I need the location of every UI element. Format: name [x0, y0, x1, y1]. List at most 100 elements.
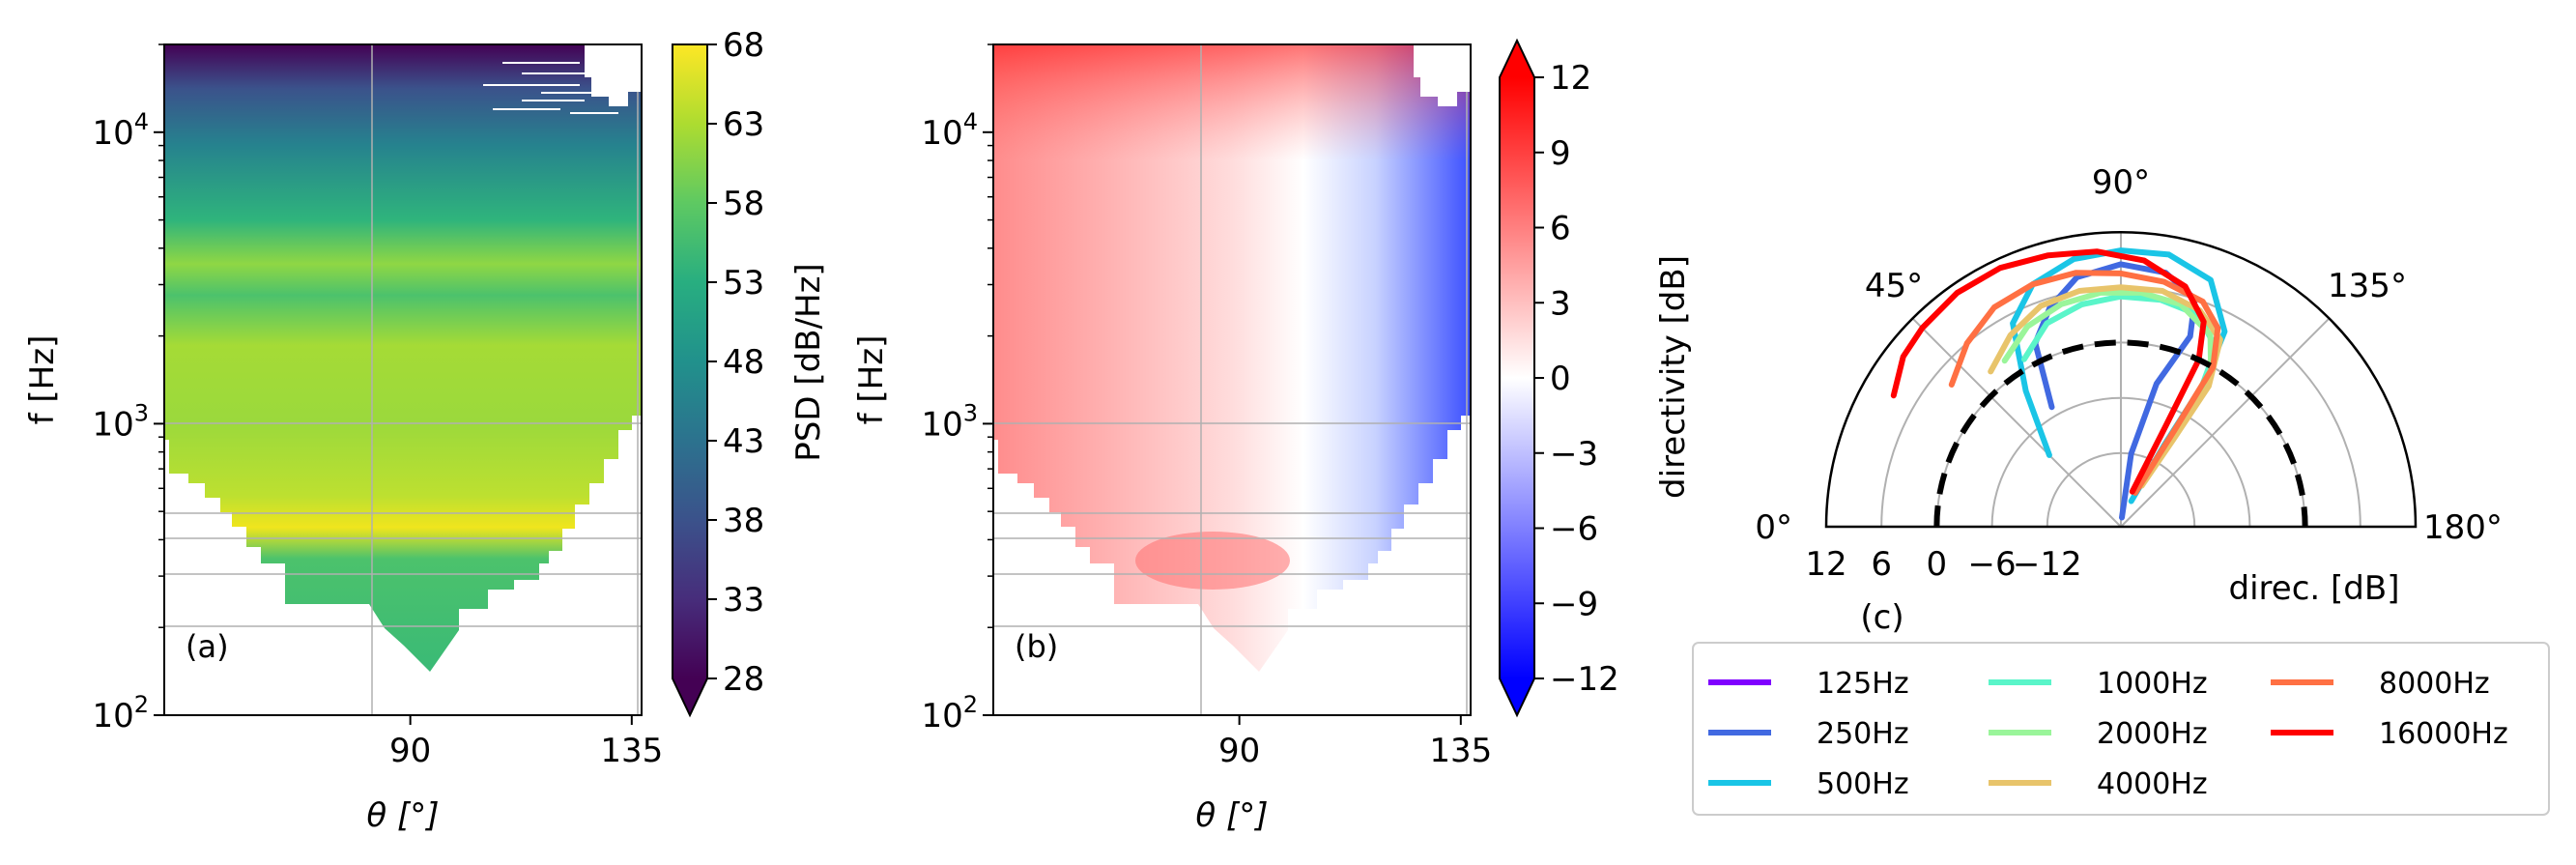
colorbar-tick-label: 63: [723, 105, 764, 144]
colorbar-tick-label: 68: [723, 26, 764, 65]
colorbar-tick-label: 48: [723, 343, 764, 382]
colorbar-tick-label: 6: [1550, 210, 1571, 248]
polar-theta-label: 0°: [1755, 508, 1792, 547]
y-tick-base: 10: [921, 405, 962, 444]
y-tick-base: 10: [92, 697, 133, 735]
y-tick-exp: 2: [134, 691, 149, 718]
panel-a-ylabel: f [Hz]: [23, 335, 62, 425]
colorbar-a-label: PSD [dB/Hz]: [789, 263, 828, 461]
panel-c: 0° 45° 90° 135° 180° 12 6 0 −6−12 direc. [dB] (c…: [1755, 163, 2503, 637]
legend-label: 125Hz: [1817, 667, 1909, 701]
y-tick-base: 10: [921, 697, 962, 735]
legend: 125Hz 250Hz 500Hz 1000Hz 2000Hz 4000Hz 8000Hz 1…: [1692, 642, 2550, 816]
panel-a-white-streaks: [483, 62, 618, 114]
legend-label: 500Hz: [1817, 767, 1909, 801]
colorbar-a: 28 33 38 43 48 53 58 63 68 PSD [dB/Hz]: [672, 26, 828, 718]
panel-a-frame: [163, 43, 643, 716]
x-tick-label: 90: [389, 732, 431, 770]
panel-a-xlabel: θ [°]: [366, 796, 439, 835]
panel-c-label: (c): [1860, 598, 1903, 637]
legend-label: 1000Hz: [2097, 667, 2208, 701]
legend-frame: [1692, 642, 2550, 816]
polar-labels: 0° 45° 90° 135° 180° 12 6 0 −6−12: [1755, 163, 2503, 584]
y-tick-label: 103: [92, 399, 149, 444]
x-tick-label: 135: [1429, 732, 1492, 770]
polar-r-label: direc. [dB]: [2229, 569, 2400, 608]
panel-a-field: [164, 44, 642, 672]
y-tick-base: 10: [92, 114, 133, 153]
polar-r-tick-label: 0: [1927, 545, 1948, 584]
y-tick-label: 103: [921, 399, 978, 444]
polar-r-tick-label: −12: [2013, 545, 2082, 584]
polar-series-4000Hz: [1988, 284, 2223, 489]
polar-grid-spoke: [1911, 317, 2122, 528]
colorbar-b-extend-max: [1500, 41, 1534, 77]
polar-r-tick-label: 12: [1805, 545, 1846, 584]
panel-b-top-band: [993, 44, 1471, 431]
polar-outline: [1824, 230, 2418, 529]
panel-b-label: (b): [1015, 628, 1058, 665]
polar-theta-label: 90°: [2092, 163, 2150, 202]
legend-label: 4000Hz: [2097, 767, 2208, 801]
y-tick-label: 104: [92, 108, 149, 153]
legend-label: 2000Hz: [2097, 717, 2208, 751]
polar-theta-label: 45°: [1865, 267, 1923, 305]
polar-theta-label: 180°: [2423, 508, 2503, 547]
panel-a-label: (a): [186, 628, 229, 665]
colorbar-tick-label: −6: [1550, 510, 1598, 549]
panel-b-grid: [993, 44, 1471, 715]
polar-theta-label: 135°: [2328, 267, 2407, 305]
polar-grid-spoke: [2120, 317, 2331, 528]
panel-b-ylabel: f [Hz]: [852, 335, 891, 425]
panel-b-white-top-right: [1414, 44, 1471, 106]
panel-b-x-ticks: 90 135: [1218, 715, 1492, 770]
colorbar-tick-label: 28: [723, 660, 764, 699]
y-tick-base: 10: [921, 114, 962, 153]
y-tick-exp: 4: [963, 108, 978, 135]
panel-b-hot-spot: [1135, 532, 1290, 590]
colorbar-b: 12 9 6 3 0 −3 −6 −9 −12 directivity [dB]: [1499, 38, 1693, 718]
y-tick-base: 10: [92, 405, 133, 444]
legend-label: 16000Hz: [2379, 717, 2508, 751]
x-tick-label: 90: [1218, 732, 1260, 770]
panel-a-grid: [164, 44, 642, 715]
y-tick-label: 102: [921, 691, 978, 735]
colorbar-b-ticks: 12 9 6 3 0 −3 −6 −9 −12: [1534, 59, 1619, 699]
colorbar-tick-label: 33: [723, 581, 764, 620]
colorbar-tick-label: −3: [1550, 435, 1598, 474]
colorbar-a-gradient: [673, 44, 707, 678]
colorbar-tick-label: 0: [1550, 360, 1571, 398]
colorbar-tick-label: −9: [1550, 585, 1598, 623]
polar-r-tick-label: 6: [1871, 545, 1892, 584]
colorbar-a-ticks: 28 33 38 43 48 53 58 63 68: [707, 26, 764, 699]
colorbar-tick-label: 3: [1550, 284, 1571, 323]
colorbar-a-extend-min: [673, 678, 707, 715]
legend-label: 250Hz: [1817, 717, 1909, 751]
polar-r-tick-label: −6: [1968, 545, 2017, 584]
legend-items: 125Hz 250Hz 500Hz 1000Hz 2000Hz 4000Hz 8000Hz 1…: [1708, 667, 2508, 801]
colorbar-tick-label: 43: [723, 422, 764, 461]
legend-label: 8000Hz: [2379, 667, 2490, 701]
panel-b-frame: [992, 43, 1472, 716]
y-tick-exp: 2: [963, 691, 978, 718]
polar-series-2000Hz: [2001, 289, 2215, 489]
y-tick-label: 104: [921, 108, 978, 153]
colorbar-b-gradient: [1500, 77, 1534, 678]
colorbar-tick-label: 9: [1550, 134, 1571, 173]
colorbar-a-outline: [672, 43, 708, 718]
polar-series-8000Hz: [1948, 270, 2221, 496]
colorbar-tick-label: 12: [1550, 59, 1591, 98]
colorbar-tick-label: 38: [723, 502, 764, 540]
y-tick-exp: 3: [134, 399, 149, 426]
colorbar-tick-label: 58: [723, 185, 764, 223]
panel-b-xlabel: θ [°]: [1195, 796, 1268, 835]
colorbar-tick-label: −12: [1550, 660, 1619, 699]
polar-series: [1890, 247, 2308, 528]
colorbar-b-extend-min: [1500, 678, 1534, 715]
panel-a-x-ticks: 90 135: [389, 715, 663, 770]
